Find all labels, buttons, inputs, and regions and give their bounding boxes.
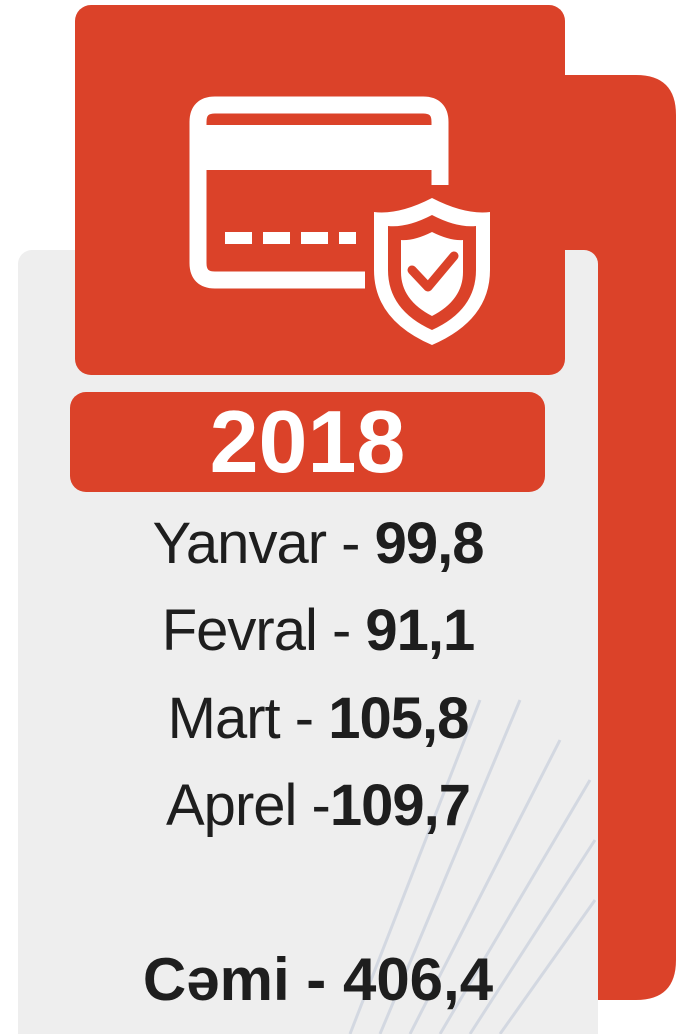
month-value: 105,8 xyxy=(328,686,469,751)
month-label: Fevral - xyxy=(161,598,366,663)
year-bar xyxy=(70,392,545,492)
total: Cəmi - 406,4 xyxy=(142,946,494,1013)
month-label: Mart - xyxy=(167,686,329,751)
month-label: Aprel - xyxy=(166,773,331,838)
year: 2018 xyxy=(209,392,406,491)
decor-lines xyxy=(348,699,597,1034)
icon-card xyxy=(75,5,565,375)
month-row: Yanvar - 99,8 xyxy=(18,510,618,577)
month-label: Yanvar - xyxy=(152,511,375,576)
month-row: Aprel -109,7 xyxy=(18,772,618,839)
month-row: Mart - 105,8 xyxy=(18,685,618,752)
card-icon xyxy=(189,96,490,345)
month-value: 91,1 xyxy=(365,598,475,663)
month-row: Fevral - 91,1 xyxy=(18,597,618,664)
month-value: 99,8 xyxy=(374,511,485,576)
month-value: 109,7 xyxy=(329,773,471,838)
